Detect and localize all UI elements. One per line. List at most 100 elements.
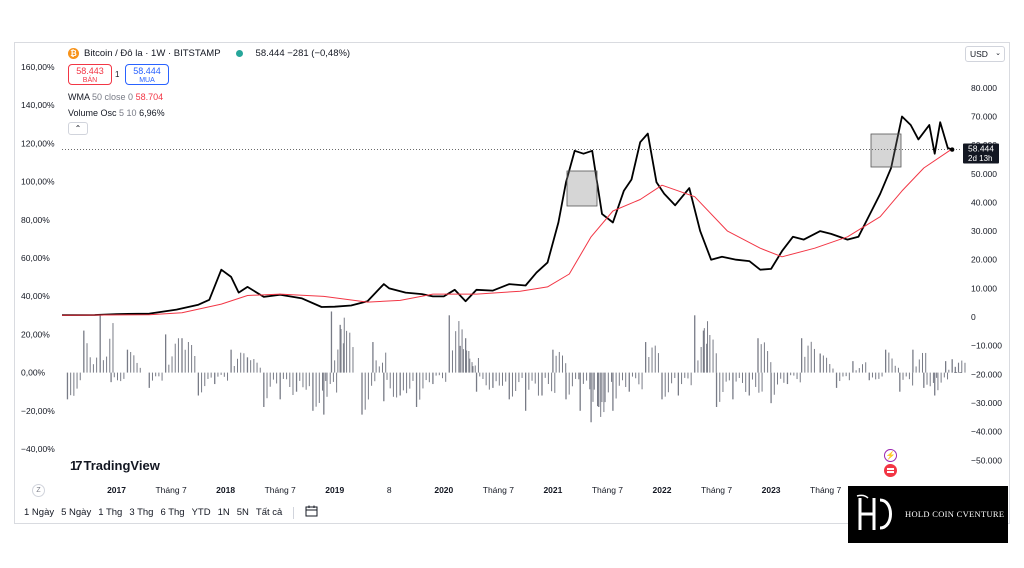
buy-button[interactable]: 58.444 MUA	[125, 64, 169, 85]
highlight-box	[870, 133, 902, 168]
buy-price: 58.444	[133, 66, 161, 76]
right-tick-label: 20.000	[971, 255, 997, 265]
vol-name: Volume Osc	[68, 108, 117, 118]
left-tick-label: 20,00%	[21, 329, 50, 339]
wma-indicator[interactable]: WMA 50 close 0 58.704	[68, 92, 163, 102]
symbol-title[interactable]: Bitcoin / Đô la · 1W · BITSTAMP	[84, 48, 221, 59]
right-tick-label: −20.000	[971, 369, 1002, 379]
currency-label: USD	[970, 49, 988, 59]
time-tick-label: Tháng 7	[701, 485, 732, 495]
left-tick-label: 80,00%	[21, 215, 50, 225]
left-tick-label: 0,00%	[21, 368, 46, 378]
bolt-icon[interactable]: ⚡	[884, 449, 897, 462]
sell-label: BÁN	[82, 77, 98, 84]
wma-line	[61, 148, 953, 316]
right-tick-label: −40.000	[971, 427, 1002, 437]
countdown-label: 2d 13h	[968, 154, 992, 163]
tradingview-mark-icon: 17	[70, 458, 83, 473]
time-tick-label: 2020	[434, 485, 453, 495]
calendar-range-icon[interactable]	[305, 505, 318, 520]
time-tick-label: Tháng 7	[810, 485, 841, 495]
right-tick-label: 10.000	[971, 283, 997, 293]
timezone-button[interactable]: Z	[32, 484, 45, 497]
right-tick-label: 30.000	[971, 226, 997, 236]
range-5y[interactable]: 5N	[236, 507, 249, 518]
right-tick-label: 50.000	[971, 169, 997, 179]
chevron-down-icon: ⌄	[995, 50, 1001, 57]
left-tick-label: −40,00%	[21, 444, 55, 454]
range-1m[interactable]: 1 Thg	[98, 507, 123, 518]
right-tick-label: −50.000	[971, 455, 1002, 465]
vol-value: 6,96%	[139, 108, 165, 118]
vol-params: 5 10	[119, 108, 137, 118]
time-tick-label: 2023	[762, 485, 781, 495]
live-dot-icon	[235, 50, 243, 57]
price-line	[61, 115, 953, 316]
last-price-label: 58.444	[968, 144, 994, 154]
left-tick-label: 160,00%	[21, 62, 55, 72]
time-tick-label: 2019	[325, 485, 344, 495]
left-axis: 160,00% 140,00% 120,00% 100,00% 80,00% 60,00%…	[21, 62, 55, 454]
time-tick-label: Tháng 7	[592, 485, 623, 495]
right-tick-label: 70.000	[971, 111, 997, 121]
buy-label: MUA	[139, 77, 155, 84]
us-flag-icon[interactable]	[884, 464, 897, 477]
last-price-tag-bg	[963, 143, 999, 164]
right-tick-label: −10.000	[971, 341, 1002, 351]
left-tick-label: 140,00%	[21, 100, 55, 110]
time-tick-label: Tháng 7	[265, 485, 296, 495]
sell-price: 58.443	[76, 66, 104, 76]
toolbar-divider	[293, 506, 295, 519]
chart-lines	[61, 115, 962, 316]
right-axis: 80.00070.00060.00050.00040.00030.00020.0…	[971, 83, 1002, 465]
last-price-dot	[949, 147, 955, 152]
watermark-text: HOLD COIN CVENTURE	[905, 509, 1005, 519]
range-5d[interactable]: 5 Ngày	[61, 507, 92, 518]
range-toolbar: 1 Ngày 5 Ngày 1 Thg 3 Thg 6 Thg YTD 1N 5…	[24, 505, 318, 520]
time-tick-label: 2022	[653, 485, 672, 495]
chevron-up-icon: ⌃	[74, 124, 82, 133]
left-tick-label: 40,00%	[21, 291, 50, 301]
time-tick-label: Tháng 7	[483, 485, 514, 495]
hc-monogram-icon	[856, 494, 892, 530]
range-all[interactable]: Tất cả	[255, 507, 283, 518]
bitcoin-icon: ₿	[68, 48, 79, 59]
left-tick-label: 60,00%	[21, 253, 50, 263]
right-tick-label: 0	[971, 312, 976, 322]
collapse-legend-button[interactable]: ⌃	[68, 122, 88, 135]
right-tick-label: 40.000	[971, 197, 997, 207]
time-tick-label: Tháng 7	[155, 485, 186, 495]
range-ytd[interactable]: YTD	[191, 507, 211, 518]
annotation-boxes	[566, 133, 902, 207]
right-tick-label: −30.000	[971, 398, 1002, 408]
time-tick-label: 2018	[216, 485, 235, 495]
volume-osc-indicator[interactable]: Volume Osc 5 10 6,96%	[68, 108, 165, 118]
spread-value: 1	[115, 70, 120, 79]
wma-params: 50 close 0	[92, 92, 134, 102]
range-3m[interactable]: 3 Thg	[129, 507, 154, 518]
sell-button[interactable]: 58.443 BÁN	[68, 64, 112, 85]
watermark-badge: HOLD COIN CVENTURE	[848, 486, 1008, 543]
range-1d[interactable]: 1 Ngày	[24, 507, 55, 518]
range-1y[interactable]: 1N	[217, 507, 230, 518]
currency-select[interactable]: USD ⌄	[965, 46, 1005, 62]
chart-legend: ₿ Bitcoin / Đô la · 1W · BITSTAMP 58.444…	[68, 48, 350, 59]
chart-frame	[14, 42, 1010, 524]
wma-value: 58.704	[135, 92, 164, 102]
time-axis: 2017 Tháng 7 2018 Tháng 7 2019 8 2020 Tháng 7 20…	[107, 485, 890, 495]
volume-osc-bars	[66, 311, 966, 423]
highlight-box	[566, 170, 598, 207]
range-6m[interactable]: 6 Thg	[160, 507, 185, 518]
wma-name: WMA	[68, 92, 90, 102]
last-quote: 58.444 −281 (−0,48%)	[255, 48, 351, 59]
right-tick-label: 80.000	[971, 83, 997, 93]
time-tick-label: 8	[387, 485, 392, 495]
left-tick-label: 100,00%	[21, 177, 55, 187]
time-tick-label: 2017	[107, 485, 126, 495]
tradingview-logo[interactable]: 17 TradingView	[70, 458, 160, 473]
left-tick-label: 120,00%	[21, 138, 55, 148]
time-tick-label: 2021	[543, 485, 562, 495]
brand-name: TradingView	[83, 458, 160, 473]
